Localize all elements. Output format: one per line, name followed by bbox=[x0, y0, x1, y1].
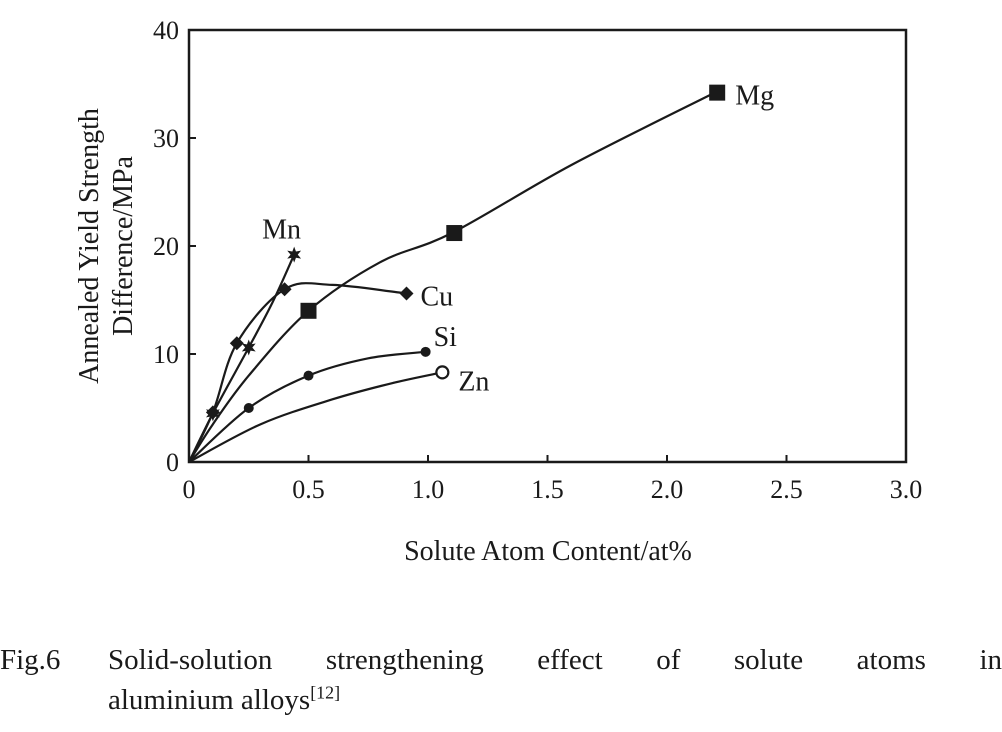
si-point bbox=[303, 370, 314, 381]
cu-point bbox=[277, 282, 292, 297]
y-tick-label: 10 bbox=[153, 340, 179, 369]
mg-point bbox=[446, 225, 463, 242]
cu-point bbox=[205, 405, 220, 420]
zn-curve bbox=[188, 371, 443, 463]
y-tick-label: 40 bbox=[153, 16, 179, 45]
cu-point bbox=[399, 286, 414, 301]
series-markers bbox=[205, 84, 726, 422]
y-tick-label: 20 bbox=[153, 232, 179, 261]
axis-ticks: 0 0.5 1.0 1.5 2.0 2.5 3.0 0 10 20 30 40 bbox=[153, 16, 922, 504]
mg-point bbox=[709, 84, 726, 101]
cu-label: Cu bbox=[420, 282, 453, 313]
y-axis-title-line2: Difference/MPa bbox=[108, 156, 139, 336]
zn-point bbox=[435, 365, 450, 380]
x-tick-label: 2.0 bbox=[651, 475, 684, 504]
caption-reference: [12] bbox=[310, 682, 341, 703]
si-point bbox=[243, 403, 254, 413]
mg-point bbox=[300, 302, 317, 319]
mn-point bbox=[287, 246, 302, 263]
caption-text-1: Solid-solution strengthening effect of s… bbox=[108, 644, 1002, 676]
y-axis-title-line1: Annealed Yield Strength bbox=[74, 108, 105, 384]
mn-point bbox=[241, 339, 256, 356]
caption-line-2: aluminium alloys[12] bbox=[108, 680, 1002, 720]
mg-label: Mg bbox=[735, 81, 774, 112]
mn-label: Mn bbox=[262, 215, 301, 246]
y-axis-title: Annealed Yield Strength Difference/MPa bbox=[74, 108, 139, 384]
x-tick-label: 2.5 bbox=[770, 475, 803, 504]
x-tick-label: 0.5 bbox=[292, 475, 325, 504]
caption-text-2: aluminium alloys bbox=[108, 684, 311, 716]
si-point bbox=[420, 346, 431, 357]
x-tick-label: 1.0 bbox=[412, 475, 445, 504]
figure-caption: Fig.6 Solid-solution strengthening effec… bbox=[0, 640, 1002, 720]
x-tick-label: 1.5 bbox=[531, 475, 564, 504]
mg-curve bbox=[188, 91, 716, 463]
zn-label: Zn bbox=[458, 366, 489, 397]
si-label: Si bbox=[434, 322, 458, 353]
figure-number: Fig.6 bbox=[0, 644, 61, 676]
plot-frame bbox=[187, 28, 908, 464]
x-tick-label: 0 bbox=[183, 475, 196, 504]
caption-line-1: Fig.6 Solid-solution strengthening effec… bbox=[0, 640, 1002, 680]
cu-point bbox=[229, 336, 244, 351]
x-tick-label: 3.0 bbox=[890, 475, 923, 504]
y-tick-label: 30 bbox=[153, 124, 179, 153]
y-tick-label: 0 bbox=[166, 448, 179, 477]
x-axis-title: Solute Atom Content/at% bbox=[404, 536, 692, 567]
cu-curve bbox=[188, 282, 407, 463]
series-curves bbox=[188, 91, 716, 463]
